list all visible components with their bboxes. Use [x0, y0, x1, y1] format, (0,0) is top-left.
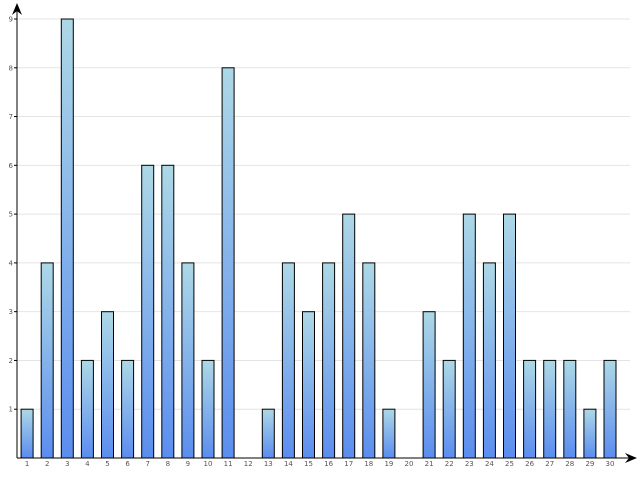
y-axis-arrow-icon — [12, 3, 22, 15]
gridlines — [17, 18, 630, 410]
x-tick-label: 4 — [85, 460, 90, 468]
x-tick-label: 8 — [166, 460, 170, 468]
bar-3 — [60, 18, 74, 459]
x-tick-label: 28 — [565, 460, 574, 468]
x-tick-label: 11 — [224, 460, 233, 468]
x-tick-label: 29 — [585, 460, 594, 468]
bar-28 — [563, 359, 577, 459]
bar-14 — [281, 262, 295, 459]
bar-5 — [101, 311, 114, 459]
bar-22 — [442, 359, 456, 459]
x-tick-label: 6 — [125, 460, 130, 468]
x-tick-label: 17 — [344, 460, 353, 468]
x-tick-label: 25 — [505, 460, 514, 468]
x-tick-label: 5 — [105, 460, 109, 468]
bar-15 — [302, 311, 315, 459]
x-tick-label: 18 — [364, 460, 373, 468]
bar-16 — [322, 262, 336, 459]
bars — [20, 18, 617, 459]
x-tick-label: 7 — [145, 460, 149, 468]
x-tick-label: 23 — [465, 460, 474, 468]
x-tick-label: 12 — [244, 460, 253, 468]
y-tick-label: 1 — [9, 406, 13, 414]
bar-24 — [482, 262, 496, 459]
x-tick-label: 1 — [25, 460, 29, 468]
x-tick-label: 14 — [284, 460, 293, 468]
bar-30 — [603, 359, 617, 459]
bar-23 — [462, 213, 476, 459]
x-tick-label: 27 — [545, 460, 554, 468]
bar-6 — [121, 359, 135, 459]
y-tick-label: 4 — [9, 259, 14, 267]
x-tick-label: 15 — [304, 460, 313, 468]
y-tick-label: 6 — [9, 162, 14, 170]
bar-7 — [141, 164, 155, 459]
bar-25 — [503, 213, 516, 459]
bar-1 — [20, 408, 34, 459]
bar-19 — [382, 408, 396, 459]
bar-17 — [342, 213, 356, 459]
y-tick-label: 3 — [9, 308, 13, 316]
x-tick-label: 9 — [186, 460, 190, 468]
x-tick-label: 26 — [525, 460, 534, 468]
y-tick-label: 2 — [9, 357, 13, 365]
x-tick-label: 22 — [445, 460, 454, 468]
axes — [12, 3, 637, 463]
x-tick-label: 10 — [204, 460, 213, 468]
y-tick-label: 8 — [9, 64, 13, 72]
x-axis-arrow-icon — [625, 453, 637, 463]
y-tick-label: 7 — [9, 113, 13, 121]
bar-10 — [201, 359, 215, 459]
x-tick-label: 24 — [485, 460, 494, 468]
bar-13 — [261, 408, 275, 459]
bar-29 — [583, 408, 597, 459]
y-tick-label: 5 — [9, 211, 13, 219]
bar-4 — [80, 359, 94, 459]
bar-8 — [161, 164, 175, 459]
x-tick-label: 30 — [606, 460, 615, 468]
bar-9 — [181, 262, 195, 459]
bar-11 — [221, 67, 235, 459]
y-tick-label: 9 — [9, 16, 13, 24]
x-tick-label: 2 — [45, 460, 49, 468]
bar-2 — [40, 262, 54, 459]
x-tick-label: 13 — [264, 460, 273, 468]
bar-21 — [422, 311, 436, 459]
x-tick-label: 16 — [324, 460, 333, 468]
x-tick-label: 21 — [425, 460, 434, 468]
x-tick-label: 20 — [405, 460, 414, 468]
bar-26 — [523, 359, 537, 459]
x-tick-label: 3 — [65, 460, 69, 468]
bar-27 — [543, 359, 557, 459]
bar-18 — [362, 262, 376, 459]
x-tick-label: 19 — [384, 460, 393, 468]
